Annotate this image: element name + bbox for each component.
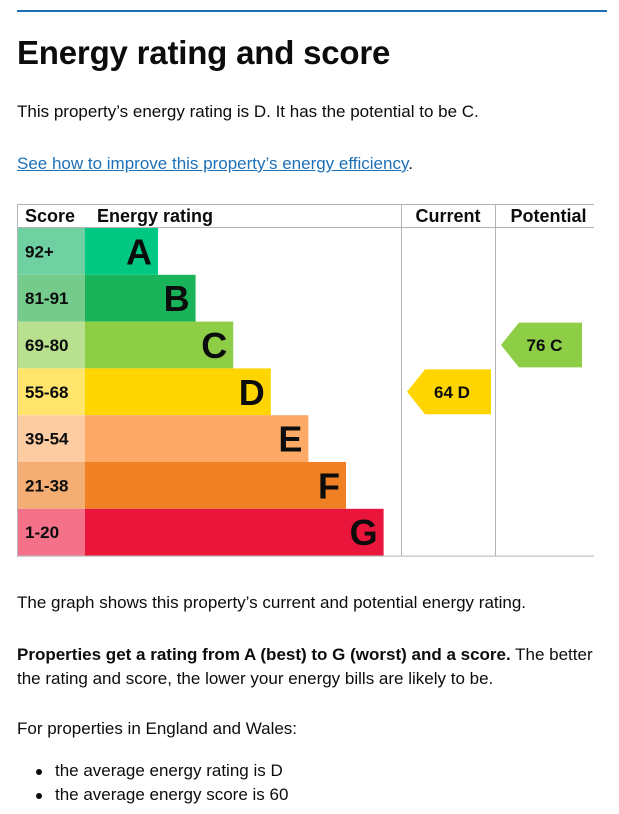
rating-explanation-rest: The better the rating and score, the low…: [17, 645, 593, 688]
band-bar-d: [85, 368, 271, 416]
band-bar-a: [85, 228, 158, 275]
band-bar-c: [85, 321, 234, 369]
score-cell-d: [17, 368, 85, 416]
rating-explanation-bold: Properties get a rating from A (best) to…: [17, 645, 511, 664]
score-range-e: 39-54: [25, 430, 69, 449]
band-bar-e: [85, 415, 309, 462]
band-letter-e: E: [278, 419, 302, 460]
header-score: Score: [25, 206, 75, 226]
band-letter-b: B: [164, 278, 190, 319]
score-cell-e: [17, 415, 85, 462]
score-range-d: 55-68: [25, 383, 68, 402]
score-cell-g: [17, 508, 85, 556]
improve-link-suffix: .: [408, 154, 413, 173]
average-rating-item: the average energy rating is D: [17, 759, 288, 783]
score-range-c: 69-80: [25, 336, 68, 355]
band-letter-a: A: [126, 231, 152, 272]
region-intro: For properties in England and Wales:: [17, 719, 298, 738]
score-cell-b: [17, 274, 85, 322]
band-bar-g: [85, 508, 384, 556]
page-title: Energy rating and score: [17, 34, 391, 71]
average-score-item: the average energy score is 60: [17, 783, 288, 807]
score-range-f: 21-38: [25, 476, 68, 495]
band-letter-f: F: [318, 465, 340, 506]
current-rating-arrow: [407, 369, 491, 415]
band-letter-g: G: [350, 512, 378, 553]
header-current: Current: [415, 206, 480, 226]
score-range-a: 92+: [25, 242, 54, 261]
score-range-b: 81-91: [25, 289, 68, 308]
potential-rating-label: 76 C: [527, 336, 563, 355]
header-potential: Potential: [510, 206, 586, 226]
header-energy-rating: Energy rating: [97, 206, 213, 226]
top-rule: [17, 10, 607, 12]
band-letter-c: C: [201, 325, 227, 366]
average-list: the average energy rating is D the avera…: [17, 759, 288, 807]
current-rating-label: 64 D: [434, 383, 470, 402]
score-cell-a: [17, 228, 85, 275]
band-bar-b: [85, 274, 196, 322]
band-bar-f: [85, 462, 346, 509]
score-range-g: 1-20: [25, 523, 59, 542]
rating-summary: This property’s energy rating is D. It h…: [17, 102, 479, 121]
improve-paragraph: See how to improve this property’s energ…: [17, 152, 602, 176]
potential-rating-arrow: [501, 322, 582, 368]
graph-caption: The graph shows this property’s current …: [17, 593, 527, 612]
band-letter-d: D: [239, 372, 265, 413]
rating-explanation: Properties get a rating from A (best) to…: [17, 643, 602, 691]
energy-rating-chart: Score Energy rating Current Potential 92+ A 81…: [17, 204, 594, 557]
score-cell-f: [17, 462, 85, 509]
improve-efficiency-link[interactable]: See how to improve this property’s energ…: [17, 154, 409, 173]
score-cell-c: [17, 321, 85, 369]
